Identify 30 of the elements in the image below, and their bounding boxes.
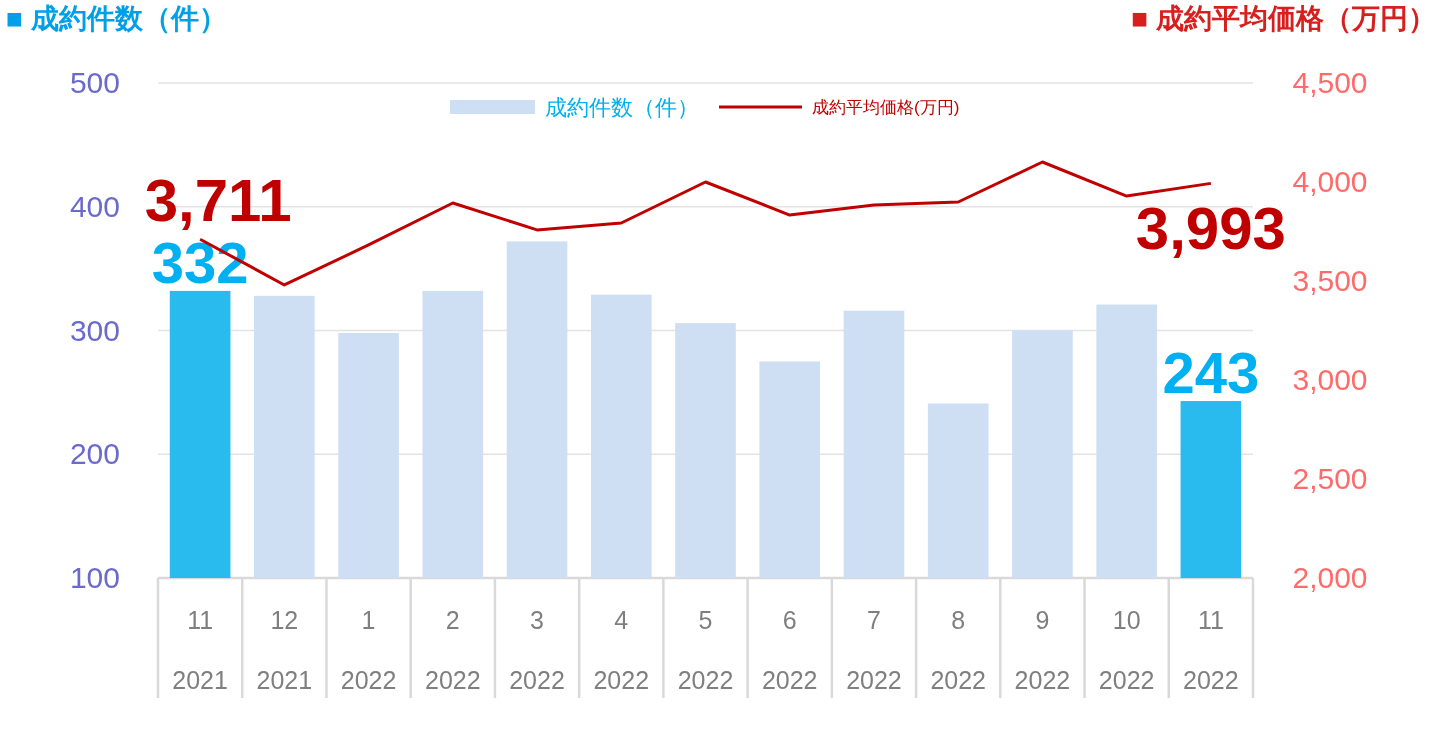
legend-label: 成約件数（件） <box>545 95 699 120</box>
y-tick-label: 300 <box>69 313 120 347</box>
category-label: 6 2022 <box>761 606 818 694</box>
data-label: 243 <box>1162 340 1260 406</box>
category-label: 7 2022 <box>846 606 902 694</box>
y-axis-title: ■ 成約件数（件） <box>6 3 227 34</box>
category-label: 1 2022 <box>340 606 397 694</box>
y-tick-label: 200 <box>69 437 120 471</box>
category-label: 12 2021 <box>256 606 313 694</box>
category-label: 10 2022 <box>1098 606 1155 694</box>
y-tick-label: 100 <box>69 561 120 594</box>
category-label: 9 2022 <box>1014 606 1071 694</box>
y2-tick-label: 2,500 <box>1292 462 1368 495</box>
y2-tick-label: 3,500 <box>1292 264 1368 297</box>
category-label: 4 2022 <box>593 606 650 694</box>
category-label: 11 2022 <box>1183 606 1239 694</box>
data-label: 3,993 <box>1135 195 1286 263</box>
y2-tick-label: 2,000 <box>1292 561 1368 594</box>
y-tick-label: 500 <box>69 66 120 99</box>
y2-tick-label: 3,000 <box>1292 363 1368 396</box>
category-label: 11 2021 <box>172 606 228 694</box>
y2-axis-title: ■ 成約平均価格（万円） <box>1131 3 1436 34</box>
category-label: 2 2022 <box>425 606 481 694</box>
category-label: 3 2022 <box>509 606 565 694</box>
y2-tick-label: 4,000 <box>1292 165 1368 198</box>
y2-tick-label: 4,500 <box>1292 66 1368 99</box>
category-label: 5 2022 <box>677 606 734 694</box>
y-tick-label: 400 <box>69 189 120 223</box>
category-label: 8 2022 <box>930 606 986 694</box>
legend-label: 成約平均価格(万円) <box>812 98 960 117</box>
